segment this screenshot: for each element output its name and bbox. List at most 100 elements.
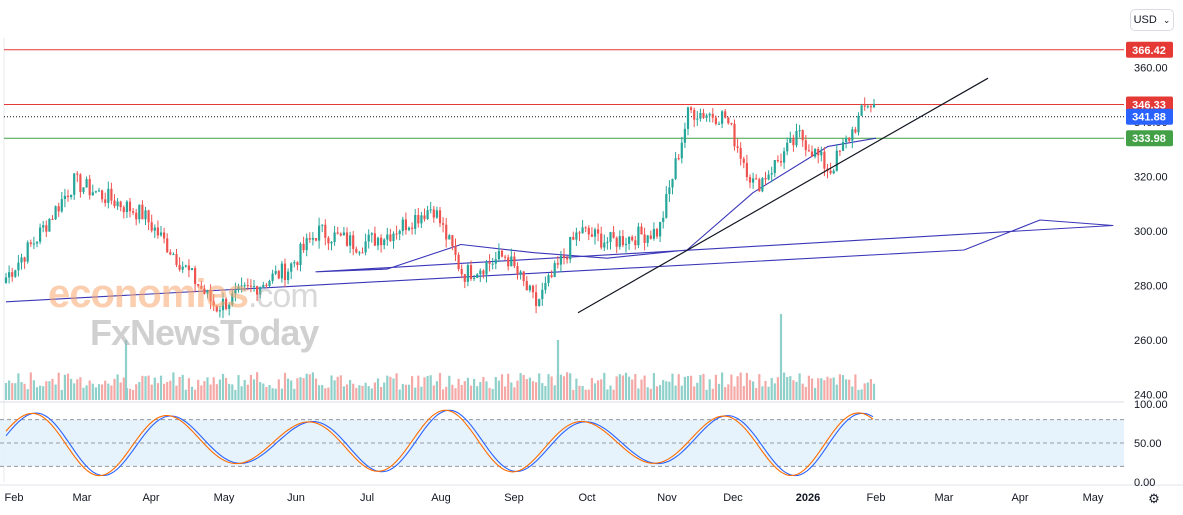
volume-bar [820,378,823,400]
candle-body [290,263,293,272]
volume-bar [786,377,789,400]
candle-body [178,264,181,270]
candle-body [70,194,73,198]
volume-bar [54,384,57,400]
trendline[interactable] [577,77,989,314]
volume-bar [659,385,662,400]
volume-bar [810,378,814,400]
volume-bar [342,386,345,400]
volume-bar [485,381,488,400]
candle-body [23,257,26,262]
volume-bar [612,389,615,400]
candle-body [500,250,504,257]
volume-bar [528,377,531,400]
candle-body [606,241,609,243]
candle-body [113,200,116,207]
candle-body [163,232,166,239]
volume-bar [435,381,438,400]
candle-body [243,285,246,287]
volume-bar [429,375,432,400]
volume-bar [708,379,711,400]
candle-body [717,123,721,125]
candle-body [82,187,85,193]
x-tick-label: Mar [935,492,954,504]
candle-body [820,151,823,156]
candle-body [779,161,783,163]
volume-bar [20,382,23,400]
chevron-down-icon: ⌄ [1162,14,1171,25]
candle-body [655,229,659,237]
volume-spike [124,340,128,400]
candle-body [612,232,615,238]
candle-body [128,201,132,212]
volume-bar [426,375,429,400]
volume-bar [153,377,156,400]
volume-bar [150,384,153,400]
candle-body [448,235,451,240]
candle-body [194,268,197,285]
volume-bar [79,377,82,400]
candle-body [745,162,748,178]
x-tick-label: May [214,492,235,504]
volume-bar [531,381,535,400]
volume-bar [85,385,88,400]
stochastic-lines [5,409,874,477]
volume-bar [389,376,392,400]
volume-bar [122,377,125,400]
volume-bar [513,387,516,400]
volume-bar [398,389,401,400]
volume-bar [352,383,355,400]
candle-body [770,173,773,175]
candle-body [97,190,101,192]
candle-body [91,192,94,196]
currency-selector[interactable]: USD ⌄ [1130,9,1174,31]
volume-bar [578,385,581,400]
candle-body [197,284,200,286]
candle-body [705,115,708,118]
volume-bar [767,386,770,400]
volume-bar [66,373,70,400]
candle-body [135,212,138,220]
candle-body [445,224,448,240]
candle-body [206,290,209,294]
volume-bar [491,388,494,400]
candle-body [60,199,63,212]
candle-body [603,242,606,248]
candle-body [305,238,308,251]
candle-body [370,233,373,235]
candle-body [218,310,221,312]
volume-bar [73,383,76,400]
volume-bar [166,381,169,400]
candle-body [789,138,792,143]
volume-bar [770,378,773,400]
candle-body [609,232,612,242]
candle-body [367,234,370,242]
volume-bar [755,388,758,400]
volume-bar [187,378,190,400]
candle-body [798,130,801,132]
volume-bar [156,383,159,400]
volume-bar [814,387,817,400]
volume-bar [287,378,290,400]
settings-gear-icon[interactable]: ⚙ [1148,491,1160,506]
candle-body [872,104,876,108]
candlesticks [4,97,876,319]
candle-body [355,248,358,253]
candle-body [51,218,54,220]
volume-bar [234,389,237,400]
volume-bar [829,378,832,400]
candle-body [119,201,122,208]
volume-bar [662,379,665,400]
candle-body [761,178,764,192]
candle-body [94,191,97,193]
volume-bar [35,387,39,400]
volume-bar [519,373,522,400]
candle-body [8,272,11,278]
candle-body [482,270,485,275]
volume-bar [51,378,54,400]
candle-body [125,201,128,213]
candle-body [283,263,287,281]
volume-bar [857,389,860,400]
volume-bar [544,385,547,400]
